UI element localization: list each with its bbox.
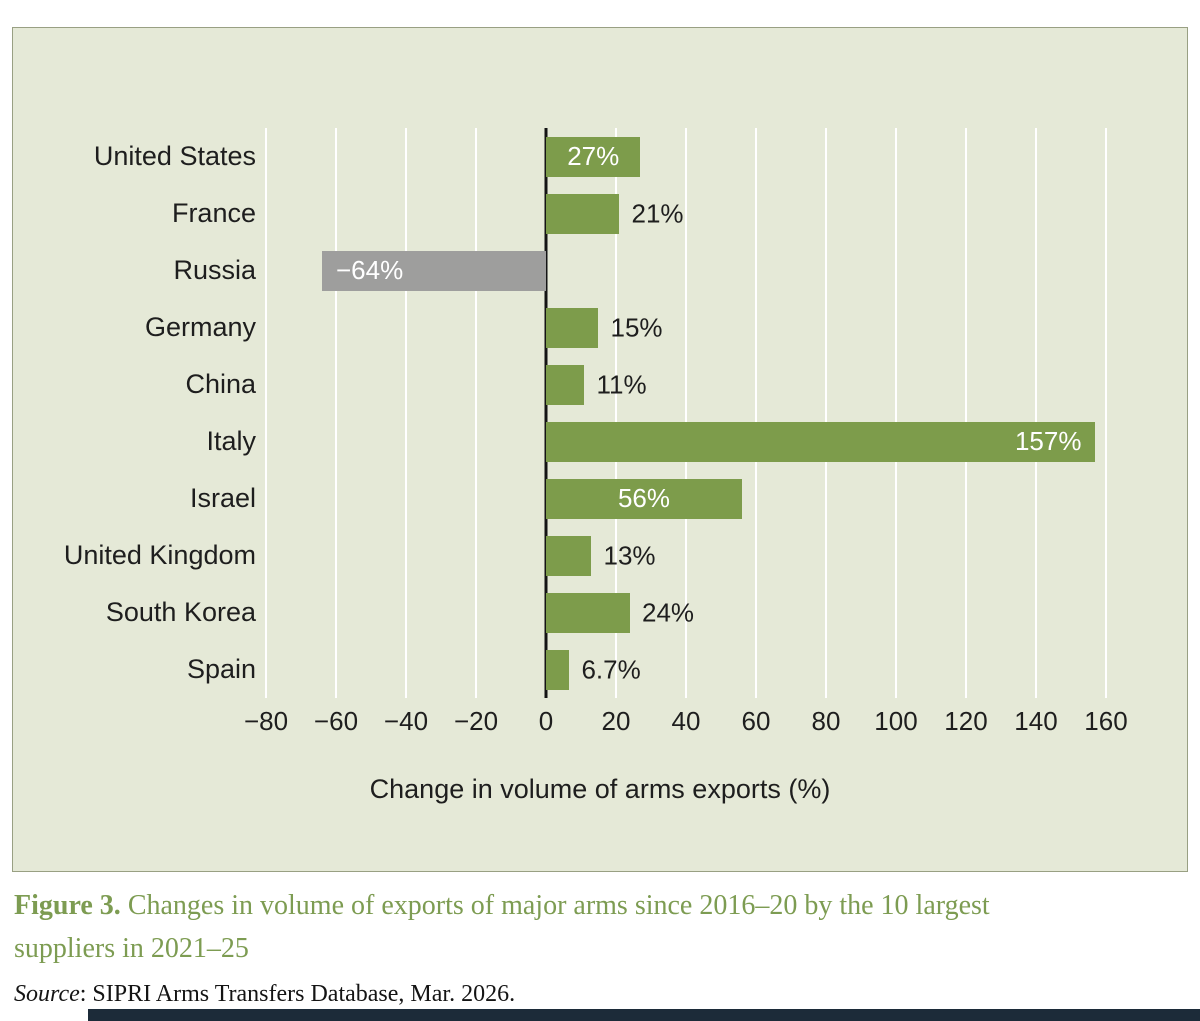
- bar-spain: [545, 649, 570, 690]
- value-label: 56%: [617, 483, 670, 513]
- figure-caption-text: Changes in volume of exports of major ar…: [14, 890, 990, 964]
- gridline: [685, 128, 687, 698]
- bar-united-kingdom: [545, 535, 592, 576]
- bottom-divider-bar: [88, 1009, 1200, 1021]
- x-tick-label: 120: [944, 706, 988, 736]
- category-label: United States: [93, 141, 256, 171]
- category-label: China: [185, 369, 256, 399]
- bar-china: [545, 364, 585, 405]
- category-label: Spain: [186, 654, 256, 684]
- value-label: 15%: [610, 312, 663, 342]
- source-line: Source: SIPRI Arms Transfers Database, M…: [14, 980, 515, 1008]
- zero-axis-line: [544, 128, 548, 698]
- gridline: [824, 128, 827, 698]
- bar-france: [545, 193, 620, 234]
- gridline: [265, 128, 267, 698]
- x-tick-label: 40: [671, 706, 701, 736]
- category-label: United Kingdom: [63, 540, 256, 570]
- value-label: 11%: [596, 369, 647, 399]
- value-label: 21%: [631, 198, 684, 228]
- gridline: [965, 128, 967, 698]
- gridline: [475, 128, 477, 698]
- x-tick-label: 100: [874, 706, 918, 736]
- value-label: 6.7%: [581, 654, 641, 684]
- bar-south-korea: [545, 592, 630, 633]
- value-label: 13%: [603, 540, 656, 570]
- chart-panel: United States France Russia Germany China Ita…: [12, 27, 1188, 872]
- x-tick-label: 20: [601, 706, 631, 736]
- category-label: South Korea: [105, 597, 256, 627]
- x-axis-title: Change in volume of arms exports (%): [369, 774, 831, 804]
- gridline: [895, 128, 897, 698]
- bar-russia: −64%: [322, 250, 546, 291]
- value-label: −64%: [336, 255, 404, 285]
- x-tick-label: 80: [811, 706, 841, 736]
- category-label: Italy: [206, 426, 256, 456]
- x-tick-label: −60: [313, 706, 359, 736]
- gridline: [1105, 128, 1107, 698]
- gridline: [755, 128, 757, 698]
- value-label: 24%: [641, 597, 695, 627]
- gridline: [404, 128, 407, 698]
- x-tick-label: 160: [1084, 706, 1128, 736]
- source-prefix: Source: [14, 981, 80, 1007]
- source-text: : SIPRI Arms Transfers Database, Mar. 20…: [79, 981, 516, 1007]
- bar-germany: [545, 307, 599, 348]
- category-label: France: [171, 198, 256, 228]
- x-tick-label: 140: [1014, 706, 1058, 736]
- value-label: 27%: [567, 141, 620, 171]
- figure-caption: Figure 3. Changes in volume of exports o…: [14, 884, 1094, 970]
- bar-israel: 56%: [545, 478, 742, 519]
- bar-chart-plot: 27% 21% −64% 15% 11% 157% 56% 13% 24% 6.7%: [265, 128, 1107, 698]
- x-tick-label: 60: [741, 706, 771, 736]
- category-label: Germany: [144, 312, 256, 342]
- category-label: Russia: [173, 255, 256, 285]
- x-tick-label: −80: [243, 706, 289, 736]
- bar-united-states: 27%: [545, 136, 641, 177]
- x-tick-label: 0: [538, 706, 554, 736]
- figure-caption-label: Figure 3.: [14, 890, 121, 921]
- gridline: [1035, 128, 1037, 698]
- bar-italy: 157%: [545, 421, 1096, 462]
- x-tick-label: −20: [453, 706, 499, 736]
- gridline: [615, 128, 617, 698]
- category-axis: United States France Russia Germany China Ita…: [13, 128, 266, 698]
- value-label: 157%: [1014, 426, 1082, 456]
- x-axis-ticks: −80 −60 −40 −20 0 20 40 60 80 100 120 140 160: [244, 706, 1128, 738]
- x-tick-label: −40: [383, 706, 429, 736]
- category-label: Israel: [189, 483, 256, 513]
- gridline: [334, 128, 337, 698]
